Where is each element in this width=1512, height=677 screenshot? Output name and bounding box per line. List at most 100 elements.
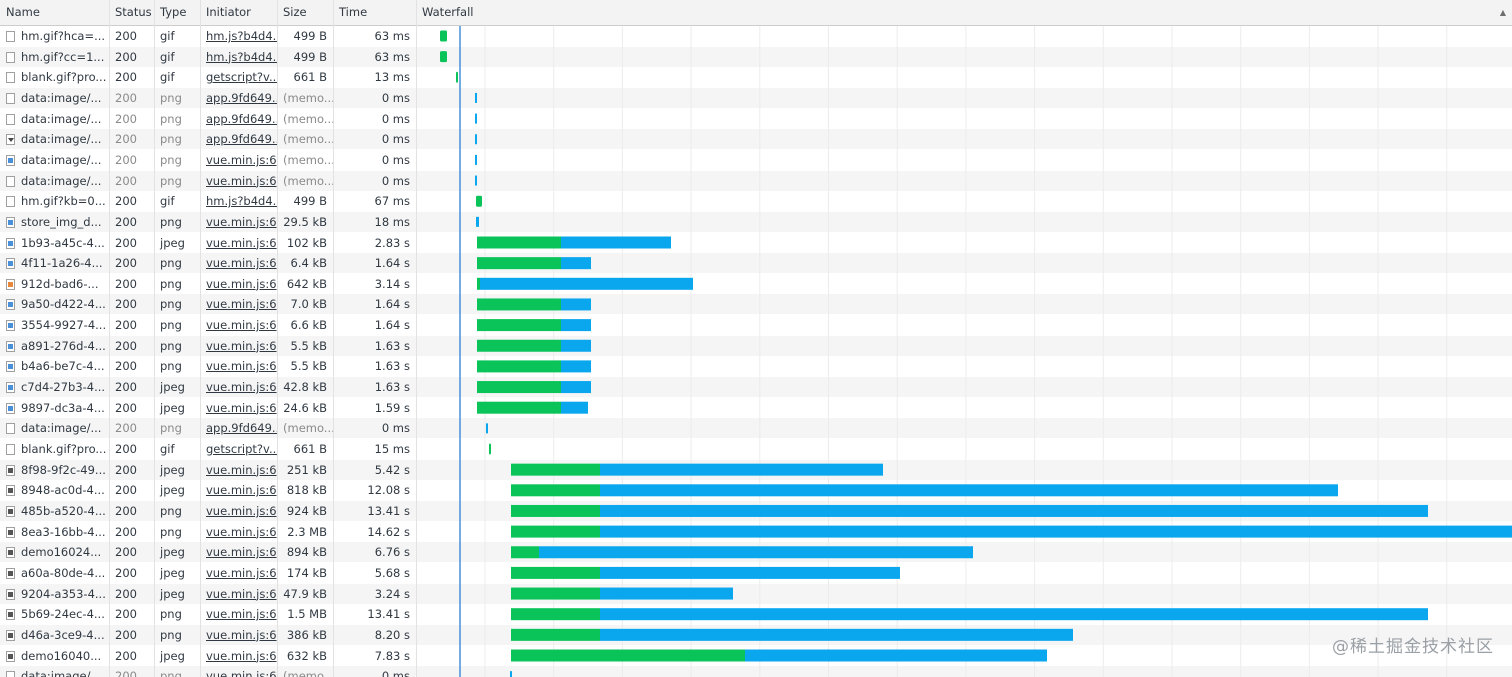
initiator-link[interactable]: vue.min.js:6 <box>206 669 277 677</box>
table-row[interactable]: data:image/... 200 png app.9fd649... (memo..… <box>0 87 1512 108</box>
name-cell[interactable]: demo16024... <box>0 542 109 562</box>
name-cell[interactable]: data:image/... <box>0 171 109 191</box>
sort-up-icon[interactable]: ▲ <box>1499 8 1506 17</box>
initiator-link[interactable]: vue.min.js:6 <box>206 152 277 167</box>
name-cell[interactable]: c7d4-27b3-4... <box>0 377 109 397</box>
table-row[interactable]: hm.gif?kb=0... 200 gif hm.js?b4d4... 499 B 67… <box>0 191 1512 211</box>
initiator-link[interactable]: vue.min.js:6 <box>206 503 277 518</box>
initiator-link[interactable]: hm.js?b4d4... <box>206 49 277 64</box>
table-row[interactable]: 9204-a353-4... 200 jpeg vue.min.js:6 47.9 kB… <box>0 583 1512 604</box>
table-row[interactable]: d46a-3ce9-4... 200 png vue.min.js:6 386 kB 8.… <box>0 624 1512 645</box>
name-cell[interactable]: data:image/... <box>0 150 109 170</box>
name-cell[interactable]: hm.gif?kb=0... <box>0 191 109 211</box>
initiator-link[interactable]: vue.min.js:6 <box>206 380 277 395</box>
column-header-initiator[interactable]: Initiator <box>200 0 277 25</box>
table-row[interactable]: 9a50-d422-4... 200 png vue.min.js:6 7.0 kB 1.… <box>0 294 1512 315</box>
column-divider[interactable] <box>200 0 201 677</box>
initiator-link[interactable]: app.9fd649... <box>206 90 277 105</box>
initiator-link[interactable]: vue.min.js:6 <box>206 318 277 333</box>
table-row[interactable]: hm.gif?hca=... 200 gif hm.js?b4d4... 499 B 63… <box>0 26 1512 46</box>
table-row[interactable]: 1b93-a45c-4... 200 jpeg vue.min.js:6 102 kB 2… <box>0 233 1512 253</box>
initiator-link[interactable]: vue.min.js:6 <box>206 627 277 642</box>
initiator-link[interactable]: app.9fd649... <box>206 111 277 126</box>
table-row[interactable]: data:image/... 200 png vue.min.js:6 (memo...… <box>0 150 1512 170</box>
column-header-status[interactable]: Status <box>109 0 154 25</box>
column-divider[interactable] <box>416 0 417 677</box>
name-cell[interactable]: 9204-a353-4... <box>0 584 109 604</box>
table-row[interactable]: 3554-9927-4... 200 png vue.min.js:6 6.6 kB 1.… <box>0 315 1512 335</box>
name-cell[interactable]: 9897-dc3a-4... <box>0 398 109 418</box>
initiator-link[interactable]: vue.min.js:6 <box>206 462 277 477</box>
column-divider[interactable] <box>277 0 278 677</box>
column-header-name[interactable]: Name <box>0 0 109 25</box>
table-row[interactable]: blank.gif?pro... 200 gif getscript?v... 661 … <box>0 67 1512 87</box>
table-row[interactable]: c7d4-27b3-4... 200 jpeg vue.min.js:6 42.8 kB… <box>0 377 1512 398</box>
name-cell[interactable]: 3554-9927-4... <box>0 315 109 335</box>
name-cell[interactable]: 4f11-1a26-4... <box>0 253 109 273</box>
table-row[interactable]: data:image/... 200 png app.9fd649... (memo..… <box>0 418 1512 439</box>
initiator-link[interactable]: getscript?v... <box>206 70 277 85</box>
table-row[interactable]: a60a-80de-4... 200 jpeg vue.min.js:6 174 kB 5… <box>0 563 1512 583</box>
name-cell[interactable]: blank.gif?pro... <box>0 67 109 87</box>
initiator-link[interactable]: vue.min.js:6 <box>206 297 277 312</box>
column-divider[interactable] <box>154 0 155 677</box>
name-cell[interactable]: store_img_d... <box>0 212 109 232</box>
initiator-link[interactable]: vue.min.js:6 <box>206 256 277 271</box>
table-row[interactable]: data:image/... 200 png vue.min.js:6 (memo...… <box>0 666 1512 677</box>
initiator-link[interactable]: vue.min.js:6 <box>206 235 277 250</box>
table-row[interactable]: data:image/... 200 png app.9fd649... (memo..… <box>0 129 1512 150</box>
table-row[interactable]: blank.gif?pro... 200 gif getscript?v... 661 … <box>0 439 1512 459</box>
name-cell[interactable]: b4a6-be7c-4... <box>0 356 109 376</box>
table-row[interactable]: store_img_d... 200 png vue.min.js:6 29.5 kB 1… <box>0 211 1512 232</box>
column-divider[interactable] <box>109 0 110 677</box>
column-header-time[interactable]: Time <box>333 0 416 25</box>
column-header-waterfall[interactable]: Waterfall ▲ <box>416 0 1512 25</box>
name-cell[interactable]: a891-276d-4... <box>0 336 109 356</box>
name-cell[interactable]: 485b-a520-4... <box>0 501 109 521</box>
column-divider[interactable] <box>333 0 334 677</box>
name-cell[interactable]: 5b69-24ec-4... <box>0 604 109 624</box>
table-row[interactable]: 485b-a520-4... 200 png vue.min.js:6 924 kB 13… <box>0 500 1512 521</box>
table-row[interactable]: data:image/... 200 png vue.min.js:6 (memo...… <box>0 170 1512 191</box>
initiator-link[interactable]: vue.min.js:6 <box>206 586 277 601</box>
table-row[interactable]: b4a6-be7c-4... 200 png vue.min.js:6 5.5 kB 1.… <box>0 356 1512 376</box>
initiator-link[interactable]: vue.min.js:6 <box>206 545 277 560</box>
initiator-link[interactable]: vue.min.js:6 <box>206 276 277 291</box>
name-cell[interactable]: data:image/... <box>0 129 109 149</box>
name-cell[interactable]: 912d-bad6-... <box>0 274 109 294</box>
table-row[interactable]: 5b69-24ec-4... 200 png vue.min.js:6 1.5 MB 13… <box>0 604 1512 624</box>
table-row[interactable]: 8ea3-16bb-4... 200 png vue.min.js:6 2.3 MB 14… <box>0 522 1512 542</box>
name-cell[interactable]: hm.gif?hca=... <box>0 26 109 46</box>
name-cell[interactable]: a60a-80de-4... <box>0 563 109 583</box>
name-cell[interactable]: d46a-3ce9-4... <box>0 625 109 645</box>
name-cell[interactable]: hm.gif?cc=1... <box>0 47 109 67</box>
table-row[interactable]: 9897-dc3a-4... 200 jpeg vue.min.js:6 24.6 kB… <box>0 398 1512 418</box>
column-header-size[interactable]: Size <box>277 0 333 25</box>
name-cell[interactable]: 8948-ac0d-4... <box>0 480 109 500</box>
initiator-link[interactable]: vue.min.js:6 <box>206 173 277 188</box>
name-cell[interactable]: blank.gif?pro... <box>0 439 109 459</box>
table-row[interactable]: demo16040... 200 jpeg vue.min.js:6 632 kB 7.8… <box>0 646 1512 666</box>
name-cell[interactable]: data:image/... <box>0 666 109 677</box>
initiator-link[interactable]: hm.js?b4d4... <box>206 29 277 43</box>
name-cell[interactable]: data:image/... <box>0 109 109 129</box>
name-cell[interactable]: demo16040... <box>0 646 109 666</box>
table-row[interactable]: 8948-ac0d-4... 200 jpeg vue.min.js:6 818 kB 1… <box>0 480 1512 500</box>
table-row[interactable]: 4f11-1a26-4... 200 png vue.min.js:6 6.4 kB 1.… <box>0 253 1512 274</box>
table-row[interactable]: 912d-bad6-... 200 png vue.min.js:6 642 kB 3.1… <box>0 274 1512 294</box>
initiator-link[interactable]: vue.min.js:6 <box>206 524 277 539</box>
name-cell[interactable]: 1b93-a45c-4... <box>0 233 109 253</box>
table-row[interactable]: 8f98-9f2c-49... 200 jpeg vue.min.js:6 251 kB… <box>0 459 1512 480</box>
table-row[interactable]: hm.gif?cc=1... 200 gif hm.js?b4d4... 499 B 63… <box>0 46 1512 67</box>
initiator-link[interactable]: vue.min.js:6 <box>206 565 277 580</box>
name-cell[interactable]: data:image/... <box>0 418 109 438</box>
table-row[interactable]: data:image/... 200 png app.9fd649... (memo..… <box>0 109 1512 129</box>
initiator-link[interactable]: vue.min.js:6 <box>206 214 277 229</box>
initiator-link[interactable]: getscript?v... <box>206 442 277 456</box>
initiator-link[interactable]: app.9fd649... <box>206 421 277 436</box>
initiator-link[interactable]: vue.min.js:6 <box>206 483 277 498</box>
initiator-link[interactable]: vue.min.js:6 <box>206 359 277 374</box>
initiator-link[interactable]: vue.min.js:6 <box>206 648 277 663</box>
name-cell[interactable]: 9a50-d422-4... <box>0 294 109 314</box>
initiator-link[interactable]: app.9fd649... <box>206 132 277 147</box>
